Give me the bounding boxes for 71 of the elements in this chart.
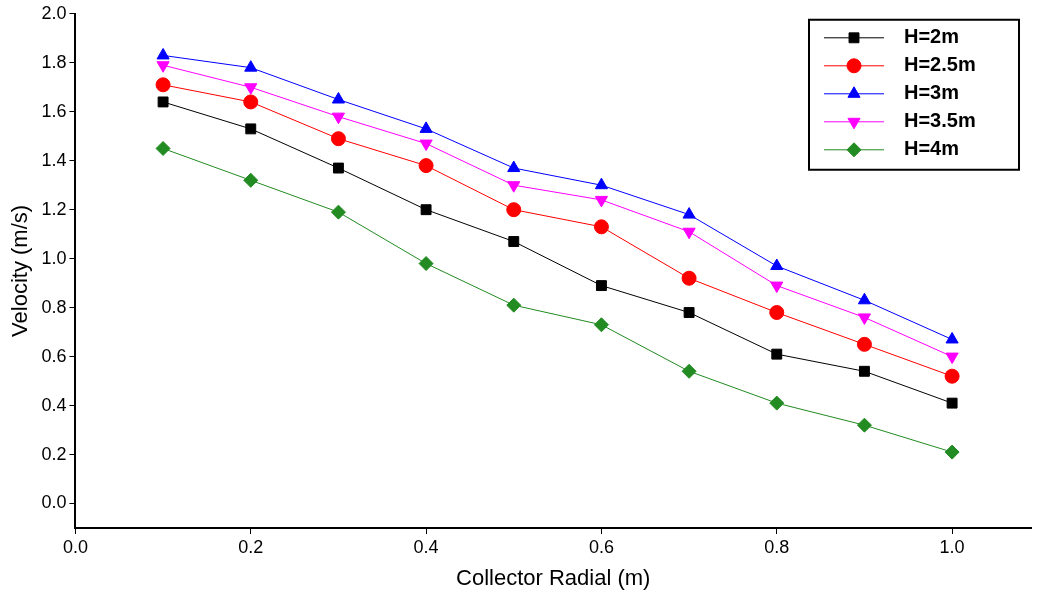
y-tick-label: 0.2: [41, 443, 67, 464]
point: [330, 204, 346, 220]
point: [856, 336, 872, 352]
y-tick-label: 2.0: [41, 2, 67, 23]
point: [857, 313, 871, 325]
legend-label: H=4m: [904, 137, 960, 160]
point: [244, 83, 258, 95]
x-tick-label: 0.8: [764, 536, 790, 557]
y-tick-label: 1.0: [41, 247, 67, 268]
point: [593, 219, 609, 235]
point: [507, 181, 521, 193]
point: [332, 162, 344, 174]
x-tick-label: 0.0: [62, 536, 88, 557]
point: [945, 352, 959, 365]
point: [155, 77, 171, 93]
x-tick-label: 0.2: [238, 536, 264, 557]
point: [945, 331, 959, 344]
point: [946, 397, 958, 409]
legend-label: H=3m: [904, 81, 960, 104]
x-axis-title: Collector Radial (m): [456, 564, 651, 590]
legend-label: H=3.5m: [904, 109, 976, 132]
y-tick-label: 0.8: [41, 296, 67, 317]
y-tick-label: 0.0: [41, 492, 67, 513]
point: [418, 158, 434, 174]
point: [769, 305, 785, 321]
point: [944, 444, 960, 460]
point: [682, 227, 696, 240]
point: [857, 292, 871, 305]
y-tick-label: 1.4: [41, 149, 67, 170]
point: [245, 123, 257, 135]
point: [858, 365, 870, 377]
point: [156, 61, 170, 73]
y-tick-label: 1.6: [41, 100, 67, 121]
legend-label: H=2.5m: [904, 53, 976, 76]
point: [331, 92, 345, 104]
point: [771, 348, 783, 360]
point: [331, 112, 345, 125]
point: [508, 236, 520, 247]
point: [856, 417, 872, 433]
point: [594, 195, 608, 208]
point: [770, 281, 784, 294]
point: [243, 94, 259, 110]
point: [681, 270, 697, 286]
y-tick-label: 0.4: [41, 394, 67, 415]
y-tick-label: 0.6: [41, 345, 67, 366]
point: [155, 140, 171, 156]
y-tick-label: 1.2: [41, 198, 67, 219]
point: [157, 96, 169, 108]
point: [507, 160, 521, 173]
point: [244, 60, 258, 72]
point: [594, 177, 608, 190]
y-axis-title: Velocity (m/s): [7, 204, 33, 337]
point: [418, 256, 434, 272]
point: [330, 131, 346, 147]
point: [595, 280, 607, 292]
y-tick-label: 1.8: [41, 51, 67, 72]
legend-label: H=2m: [904, 25, 960, 48]
x-tick-label: 1.0: [939, 536, 965, 557]
point: [681, 363, 697, 379]
point: [593, 317, 609, 333]
point: [682, 207, 696, 219]
point: [769, 395, 785, 411]
x-tick-label: 0.6: [588, 536, 614, 557]
x-tick-label: 0.4: [413, 536, 439, 557]
point: [683, 307, 695, 318]
point: [944, 368, 960, 384]
point: [419, 139, 433, 152]
point: [506, 297, 522, 313]
point: [243, 172, 259, 188]
point: [420, 204, 432, 216]
point: [506, 202, 522, 218]
